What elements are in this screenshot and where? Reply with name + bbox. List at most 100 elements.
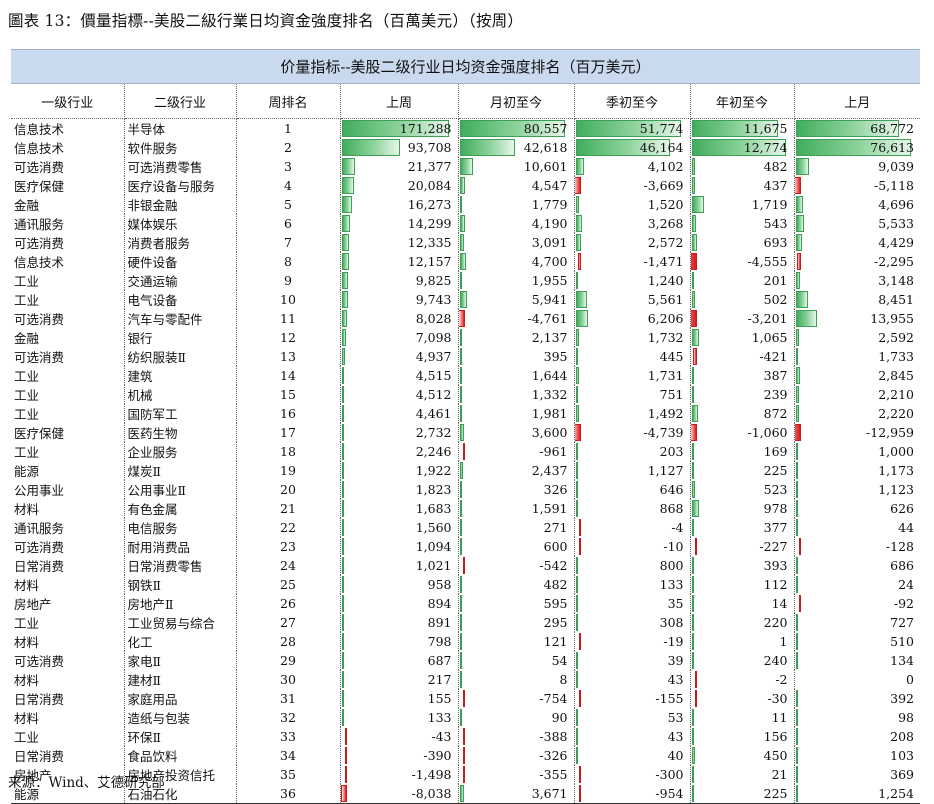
table-row: 工业 机械 15 4,512 1,332 751 239 2,210 [11,385,920,404]
negative-data-bar [574,424,581,441]
cell-value: 369 [890,767,914,782]
cell-value: 1,644 [531,368,568,383]
cell-value: -43 [431,729,452,744]
cell-value: -1,498 [411,767,452,782]
cell-sector-l1: 工业 [11,613,125,632]
cell-quarter-to-date: -19 [574,632,691,651]
cell-last-week: 133 [340,708,459,727]
cell-value: 1,732 [647,330,684,345]
positive-data-bar [341,443,344,460]
cell-sector-l2: 硬件设备 [124,252,237,271]
cell-last-week: 7,098 [340,328,459,347]
positive-data-bar [459,234,464,251]
table-row: 可选消费 纺织服装Ⅱ 13 4,937 395 445 -421 1,733 [11,347,920,366]
cell-weekly-rank: 25 [236,575,341,594]
cell-month-to-date: -961 [458,442,575,461]
cell-quarter-to-date: 1,520 [574,195,691,214]
cell-year-to-date: 12,774 [690,138,795,157]
cell-value: 510 [890,634,914,649]
cell-month-to-date: 1,779 [458,195,575,214]
cell-value: 1,127 [647,463,684,478]
cell-sector-l2: 建筑 [124,366,237,385]
cell-value: 20,084 [407,178,452,193]
positive-data-bar [691,405,698,422]
cell-month-to-date: 42,618 [458,138,575,157]
cell-value: 4,696 [878,197,914,212]
cell-quarter-to-date: 1,732 [574,328,691,347]
table-row: 材料 造纸与包装 32 133 90 53 11 98 [11,708,920,727]
cell-last-week: 2,246 [340,442,459,461]
cell-value: 68,772 [870,121,914,136]
cell-value: 958 [427,577,452,592]
cell-value: 155 [427,691,452,706]
positive-data-bar [459,500,462,517]
cell-value: 14,299 [407,216,452,231]
positive-data-bar [575,462,578,479]
positive-data-bar [795,234,803,251]
cell-sector-l1: 信息技术 [11,138,125,157]
cell-value: 1,981 [531,406,568,421]
cell-value: 112 [763,577,788,592]
positive-data-bar [795,500,798,517]
positive-data-bar [795,329,800,346]
positive-data-bar [341,139,401,156]
positive-data-bar [795,120,900,137]
table-row: 可选消费 家电Ⅱ 29 687 54 39 240 134 [11,651,920,670]
positive-data-bar [341,272,348,289]
cell-value: 7,098 [415,330,452,345]
col-header-last-week: 上周 [340,84,459,119]
cell-sector-l2: 可选消费零售 [124,157,237,176]
cell-month-to-date: 2,137 [458,328,575,347]
positive-data-bar [575,443,578,460]
negative-data-bar [794,424,801,441]
cell-value: 4,429 [878,235,914,250]
cell-last-week: 798 [340,632,459,651]
positive-data-bar [691,120,779,137]
cell-sector-l1: 日常消费 [11,556,125,575]
cell-year-to-date: 225 [690,784,795,804]
positive-data-bar [459,139,516,156]
cell-value: 8 [559,672,568,687]
cell-month-to-date: 600 [458,537,575,556]
cell-value: 646 [659,482,684,497]
cell-value: 1,955 [531,273,568,288]
cell-last-month: -92 [794,594,920,613]
cell-value: 54 [551,653,568,668]
table-row: 工业 企业服务 18 2,246 -961 203 169 1,000 [11,442,920,461]
cell-value: -421 [759,349,788,364]
positive-data-bar [691,519,695,536]
cell-month-to-date: 1,955 [458,271,575,290]
cell-weekly-rank: 5 [236,195,341,214]
cell-last-week: 2,732 [340,423,459,442]
cell-quarter-to-date: 46,164 [574,138,691,157]
cell-value: 39 [667,653,684,668]
cell-month-to-date: -542 [458,556,575,575]
negative-data-bar [694,671,697,688]
cell-last-month: 4,429 [794,233,920,252]
cell-year-to-date: 14 [690,594,795,613]
cell-value: 169 [763,444,788,459]
cell-year-to-date: 393 [690,556,795,575]
negative-data-bar [578,785,581,802]
cell-year-to-date: -3,201 [690,309,795,328]
positive-data-bar [575,671,578,688]
cell-sector-l1: 材料 [11,575,125,594]
positive-data-bar [459,576,462,593]
cell-quarter-to-date: 1,240 [574,271,691,290]
positive-data-bar [459,120,566,137]
positive-data-bar [691,766,694,783]
cell-value: 80,557 [523,121,568,136]
negative-data-bar [462,728,465,745]
cell-sector-l2: 汽车与零配件 [124,309,237,328]
negative-data-bar [462,443,465,460]
cell-value: 2,246 [415,444,452,459]
cell-value: 208 [890,729,914,744]
cell-year-to-date: 523 [690,480,795,499]
cell-sector-l1: 可选消费 [11,347,125,366]
positive-data-bar [575,215,583,232]
cell-value: 295 [543,615,568,630]
positive-data-bar [795,785,798,802]
cell-year-to-date: 978 [690,499,795,518]
cell-quarter-to-date: 2,572 [574,233,691,252]
cell-value: 156 [763,729,788,744]
